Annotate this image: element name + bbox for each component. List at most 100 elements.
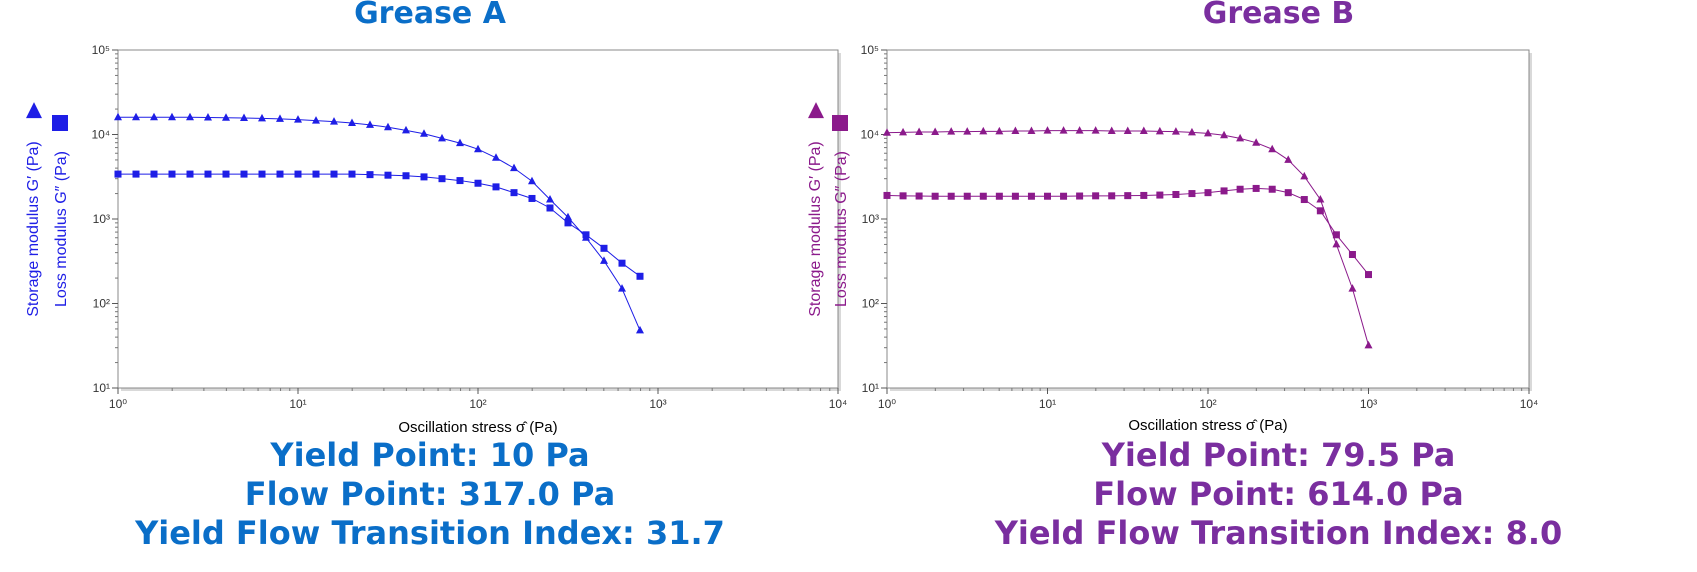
triangle-marker [1220,130,1229,139]
triangle-marker [275,114,284,122]
x-axis-title: Oscillation stress σ̂ (Pa) [1128,417,1287,434]
square-marker [420,173,428,181]
square-marker [1124,192,1132,200]
triangle-marker [1316,195,1325,203]
grease-b-stats: Yield Point: 79.5 Pa Flow Point: 614.0 P… [860,436,1697,553]
triangle-marker [1155,126,1164,135]
square-marker [995,192,1003,200]
square-marker [456,177,464,185]
square-marker [979,192,987,200]
square-marker [931,192,939,200]
triangle-marker [186,112,195,121]
plot-area [886,49,1530,389]
y-tick-label: 10⁵ [92,43,110,57]
x-axis-title: Oscillation stress σ̂ (Pa) [398,419,557,436]
triangle-marker [527,176,536,185]
triangle-marker [1332,239,1341,248]
triangle-marker [979,126,988,135]
loss-modulus-label: Loss modulus G″ (Pa) [832,115,850,307]
square-marker [402,172,410,180]
x-tick-label: 10⁰ [109,397,127,411]
square-marker [474,179,482,187]
yield-point-text: Yield Point: 10 Pa [270,436,590,474]
square-marker [1316,207,1324,215]
x-tick-label: 10³ [649,397,666,411]
square-legend-icon [832,115,848,131]
triangle-marker [546,195,555,203]
panel-title: Grease A [354,0,506,31]
square-marker [600,244,608,252]
yield-point-text: Yield Point: 79.5 Pa [1101,436,1456,474]
triangle-marker [1043,126,1052,134]
triangle-marker [312,116,321,124]
square-marker [168,170,176,178]
triangle-marker [383,122,392,131]
yield-flow-transition-index-text: Yield Flow Transition Index: 8.0 [994,514,1563,552]
triangle-marker [1348,284,1357,292]
y-axis-title: Storage modulus G′ (Pa) [25,141,42,317]
square-marker [564,219,572,227]
square-marker [1156,191,1164,199]
square-marker [1332,231,1340,239]
x-tick-label: 10⁰ [878,397,896,411]
triangle-marker [1204,128,1212,137]
grease-a-chart: 10⁰ 10¹ 10² 10³ 10⁴ 10¹ 10² 10³ 10⁴ 10⁵ Oscillatio… [25,43,847,436]
x-tick-label: 10⁴ [1520,397,1539,411]
triangle-marker [1252,138,1261,146]
square-marker [1268,185,1276,193]
square-marker [582,231,590,239]
triangle-marker [221,113,230,121]
triangle-marker [1364,340,1373,349]
square-marker [384,171,392,179]
triangle-marker [600,256,609,264]
triangle-marker [1187,127,1196,136]
triangle-marker [1027,126,1036,135]
triangle-marker [563,212,572,221]
triangle-legend-icon [26,102,42,119]
triangle-marker [150,112,159,121]
triangle-legend-icon [808,102,824,119]
yield-flow-transition-index-text: Yield Flow Transition Index: 31.7 [135,514,725,552]
x-tick-label: 10¹ [1039,397,1056,411]
square-marker [438,175,446,183]
square-marker [204,170,212,178]
triangle-marker [347,118,356,126]
x-tick-label: 10³ [1360,397,1377,411]
square-marker [492,183,500,191]
y-tick-label: 10⁴ [860,128,879,142]
square-marker [1060,192,1068,200]
triangle-marker [167,112,176,121]
square-marker [348,170,356,178]
triangle-marker [1300,171,1309,180]
square-marker [1140,191,1148,199]
triangle-marker [1139,126,1148,135]
y-tick-label: 10³ [93,212,110,226]
triangle-marker [455,138,464,147]
triangle-marker [883,128,891,136]
y-tick-label: 10¹ [93,381,110,395]
square-marker [1092,192,1100,200]
triangle-marker [438,133,447,142]
square-marker [528,194,536,202]
square-marker [1220,187,1228,195]
y-tick-label: 10⁵ [861,43,879,57]
y-tick-label: 10³ [862,212,879,226]
loss-modulus-label: Loss modulus G″ (Pa) [52,115,70,307]
square-marker [510,189,518,197]
triangle-marker [1268,144,1277,153]
triangle-marker [114,112,122,121]
triangle-marker [947,127,956,135]
square-marker [618,259,626,267]
y-tick-label: 10¹ [862,381,879,395]
triangle-marker [1236,133,1245,142]
square-marker [1365,271,1372,279]
triangle-marker [401,125,410,134]
square-marker [1011,192,1019,200]
triangle-marker [915,127,924,136]
y-axis-title: Loss modulus G″ (Pa) [53,151,70,307]
triangle-marker [203,112,212,121]
y-tick-label: 10⁴ [91,128,110,142]
triangle-marker [258,113,267,122]
triangle-marker [330,117,339,125]
square-marker [1172,190,1180,198]
